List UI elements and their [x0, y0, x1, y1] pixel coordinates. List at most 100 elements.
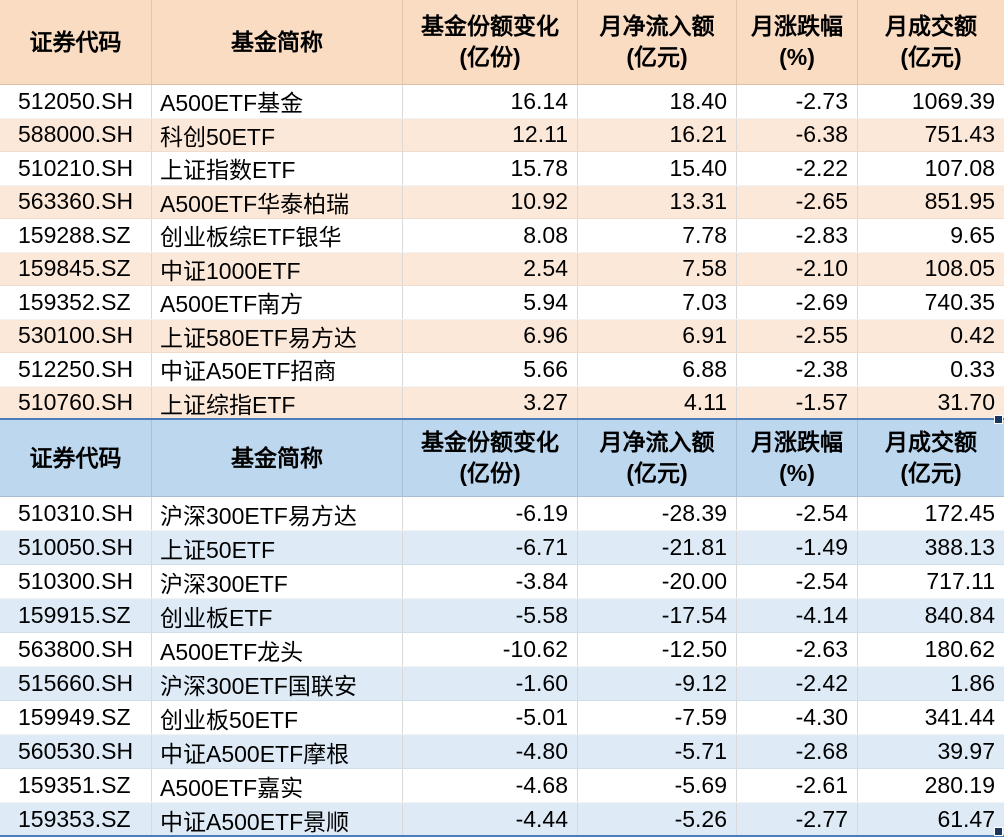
pct-change-cell: -4.14 — [737, 599, 858, 632]
net-inflow-cell: -9.12 — [578, 667, 737, 700]
share-change-cell: -5.58 — [403, 599, 578, 632]
share-change-cell: -10.62 — [403, 633, 578, 666]
fund-code-cell: 159845.SZ — [0, 252, 152, 285]
table-row: 510050.SH 上证50ETF -6.71 -21.81 -1.49 388.13 — [0, 531, 1004, 565]
net-inflow-cell: 6.91 — [578, 319, 737, 352]
table-row: 159288.SZ 创业板综ETF银华 8.08 7.78 -2.83 9.65 — [0, 219, 1004, 253]
fund-name-cell: 创业板50ETF — [152, 701, 403, 734]
col-header-net-inflow: 月净流入额 (亿元) — [578, 420, 737, 496]
col-header-net-inflow: 月净流入额 (亿元) — [578, 0, 737, 84]
fund-name-cell: A500ETF龙头 — [152, 633, 403, 666]
fund-code-cell: 159352.SZ — [0, 286, 152, 319]
turnover-cell: 740.35 — [924, 288, 995, 315]
inflow-etf-table: 证券代码 基金简称 基金份额变化 (亿份) 月净流入额 (亿元) 月涨跌幅 (%) 月成交额 (亿… — [0, 0, 1004, 424]
outflow-table-body: 510310.SH 沪深300ETF易方达 -6.19 -28.39 -2.54 172.… — [0, 497, 1004, 837]
fund-code-cell: 563800.SH — [0, 633, 152, 666]
fund-code-cell: 515660.SH — [0, 667, 152, 700]
pct-change-cell: -2.10 — [737, 252, 858, 285]
col-header-label: 基金份额变化 — [421, 429, 559, 455]
turnover-cell: 341.44 — [924, 704, 995, 730]
fund-name-cell: 科创50ETF — [152, 118, 403, 151]
fill-handle-icon[interactable] — [994, 415, 1003, 424]
net-inflow-cell: 13.31 — [578, 185, 737, 218]
turnover-cell: 0.33 — [950, 355, 995, 382]
fill-handle-icon[interactable] — [994, 827, 1003, 836]
net-inflow-cell: 7.03 — [578, 286, 737, 319]
turnover-cell: 1.86 — [950, 670, 995, 696]
fund-code-cell: 560530.SH — [0, 735, 152, 768]
table-row: 560530.SH 中证A500ETF摩根 -4.80 -5.71 -2.68 39.97 — [0, 735, 1004, 769]
table-row: 159915.SZ 创业板ETF -5.58 -17.54 -4.14 840.84 — [0, 599, 1004, 633]
pct-change-cell: -2.69 — [737, 286, 858, 319]
share-change-cell: -4.80 — [403, 735, 578, 768]
share-change-cell: -1.60 — [403, 667, 578, 700]
table-row: 159845.SZ 中证1000ETF 2.54 7.58 -2.10 108.05 — [0, 252, 1004, 286]
share-change-cell: 5.94 — [403, 286, 578, 319]
col-header-label: 月成交额 — [885, 13, 977, 39]
net-inflow-cell: -5.69 — [578, 769, 737, 802]
net-inflow-cell: 7.58 — [578, 252, 737, 285]
share-change-cell: 2.54 — [403, 252, 578, 285]
turnover-cell: 1069.39 — [911, 87, 995, 114]
net-inflow-cell: 15.40 — [578, 152, 737, 185]
turnover-cell: 31.70 — [937, 389, 995, 416]
table-row: 510300.SH 沪深300ETF -3.84 -20.00 -2.54 717.11 — [0, 565, 1004, 599]
pct-change-cell: -1.57 — [737, 386, 858, 419]
net-inflow-cell: -28.39 — [578, 497, 737, 530]
fund-code-cell: 510760.SH — [0, 386, 152, 419]
share-change-cell: -6.71 — [403, 531, 578, 564]
table-row: 159351.SZ A500ETF嘉实 -4.68 -5.69 -2.61 280.19 — [0, 769, 1004, 803]
pct-change-cell: -2.54 — [737, 497, 858, 530]
fund-code-cell: 159351.SZ — [0, 769, 152, 802]
col-header-share-change: 基金份额变化 (亿份) — [403, 0, 578, 84]
pct-change-cell: -4.30 — [737, 701, 858, 734]
net-inflow-cell: 7.78 — [578, 219, 737, 252]
fund-name-cell: A500ETF南方 — [152, 286, 403, 319]
fund-code-cell: 588000.SH — [0, 118, 152, 151]
share-change-cell: 6.96 — [403, 319, 578, 352]
col-header-turnover: 月成交额 (亿元) — [858, 0, 1004, 84]
outflow-table-header-row: 证券代码 基金简称 基金份额变化 (亿份) 月净流入额 (亿元) 月涨跌幅 (%) 月成交额 (亿… — [0, 420, 1004, 497]
net-inflow-cell: -7.59 — [578, 701, 737, 734]
share-change-cell: 10.92 — [403, 185, 578, 218]
net-inflow-cell: 6.88 — [578, 353, 737, 386]
pct-change-cell: -2.77 — [737, 803, 858, 836]
table-row: 512250.SH 中证A50ETF招商 5.66 6.88 -2.38 0.33 — [0, 353, 1004, 387]
pct-change-cell: -2.73 — [737, 85, 858, 118]
fund-name-cell: 创业板综ETF银华 — [152, 219, 403, 252]
turnover-cell: 39.97 — [937, 738, 995, 764]
fund-name-cell: 创业板ETF — [152, 599, 403, 632]
turnover-cell: 751.43 — [924, 121, 995, 148]
col-header-code: 证券代码 — [0, 420, 152, 496]
table-row: 510310.SH 沪深300ETF易方达 -6.19 -28.39 -2.54 172.… — [0, 497, 1004, 531]
share-change-cell: -4.68 — [403, 769, 578, 802]
selection-border — [0, 835, 1004, 837]
col-header-label: 证券代码 — [29, 28, 122, 55]
col-header-unit: (%) — [779, 460, 815, 486]
fund-code-cell: 512250.SH — [0, 353, 152, 386]
fund-name-cell: 沪深300ETF国联安 — [152, 667, 403, 700]
pct-change-cell: -2.54 — [737, 565, 858, 598]
pct-change-cell: -6.38 — [737, 118, 858, 151]
col-header-label: 基金简称 — [231, 444, 323, 471]
share-change-cell: 8.08 — [403, 219, 578, 252]
pct-change-cell: -2.68 — [737, 735, 858, 768]
fund-name-cell: 中证A50ETF招商 — [152, 353, 403, 386]
col-header-label: 证券代码 — [29, 444, 122, 471]
share-change-cell: 12.11 — [403, 118, 578, 151]
col-header-unit: (%) — [779, 44, 815, 70]
turnover-cell: 172.45 — [924, 500, 995, 526]
fund-name-cell: 中证A500ETF景顺 — [152, 803, 403, 836]
col-header-name: 基金简称 — [152, 0, 403, 84]
share-change-cell: -4.44 — [403, 803, 578, 836]
fund-code-cell: 563360.SH — [0, 185, 152, 218]
pct-change-cell: -2.83 — [737, 219, 858, 252]
col-header-label: 月成交额 — [885, 429, 977, 455]
pct-change-cell: -2.55 — [737, 319, 858, 352]
share-change-cell: 15.78 — [403, 152, 578, 185]
fund-code-cell: 159288.SZ — [0, 219, 152, 252]
pct-change-cell: -2.42 — [737, 667, 858, 700]
fund-name-cell: A500ETF嘉实 — [152, 769, 403, 802]
fund-code-cell: 159915.SZ — [0, 599, 152, 632]
